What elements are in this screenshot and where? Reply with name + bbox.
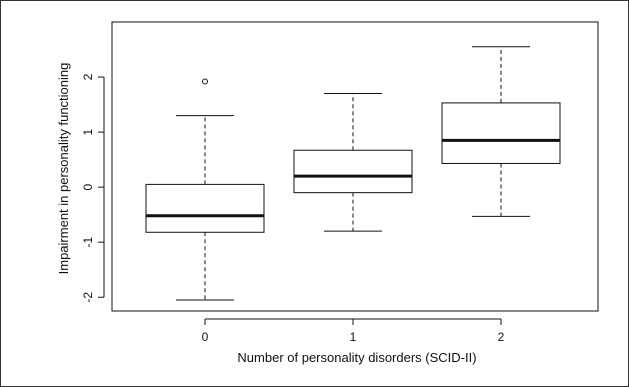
x-tick-label: 2 [498,330,505,344]
axes: -2 -1 0 1 2 0 1 2 [81,21,599,344]
plot-border [111,21,599,312]
iqr-box [293,149,413,194]
x-tick-label: 0 [202,330,209,344]
x-axis-label: Number of personality disorders (SCID-II… [237,350,476,365]
y-tick-label: 2 [81,73,95,80]
y-tick-label: -1 [81,237,95,248]
iqr-box [441,102,561,164]
x-tick-label: 1 [350,330,357,344]
y-tick-label: -2 [81,292,95,303]
plot-marks [145,46,561,301]
y-axis-label: Impairment in personality functioning [56,63,71,275]
y-tick-label: 1 [81,128,95,135]
box-group-2 [441,46,561,217]
box-group-0 [145,78,265,301]
box-group-1 [293,93,413,232]
outlier-point [202,78,208,85]
iqr-box [145,183,265,233]
y-tick-label: 0 [81,183,95,190]
